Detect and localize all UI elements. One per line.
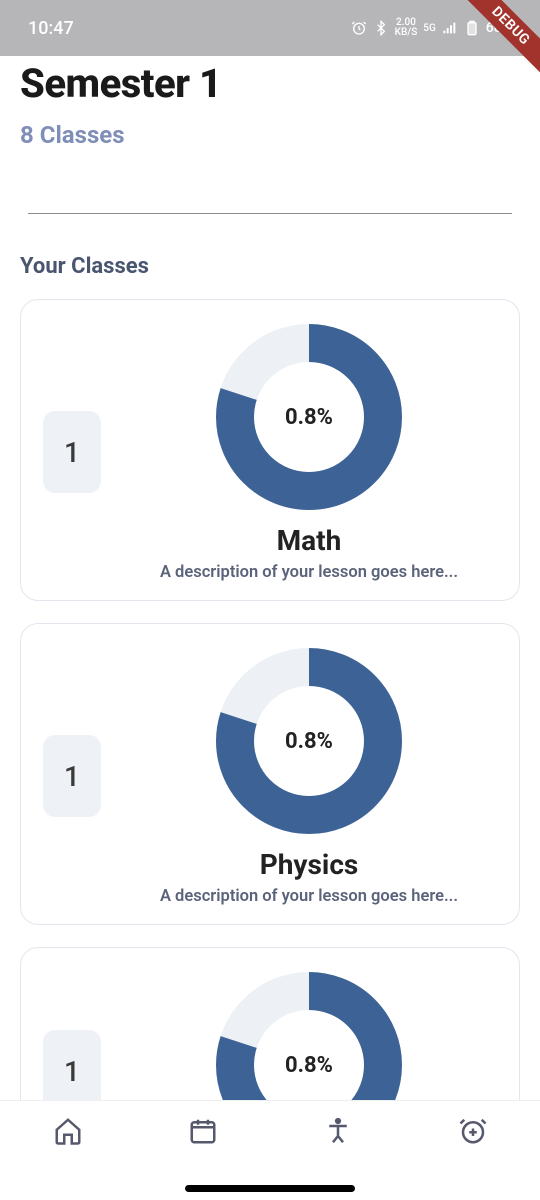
progress-ring: 0.8% <box>214 646 404 836</box>
card-right: 0.8% Math A description of your lesson goe… <box>121 322 497 582</box>
nav-accessibility-button[interactable] <box>322 1115 354 1147</box>
class-name: Physics <box>260 848 359 881</box>
alarm-icon <box>351 20 367 36</box>
class-badge: 1 <box>43 735 101 817</box>
nav-home-button[interactable] <box>52 1115 84 1147</box>
class-desc: A description of your lesson goes here..… <box>160 563 458 582</box>
class-card[interactable]: 1 0.8% Physics A description of your lesson… <box>20 623 520 925</box>
card-left: 1 <box>43 646 101 906</box>
progress-label: 0.8% <box>214 646 404 836</box>
page-title: Semester 1 <box>20 60 520 107</box>
home-icon <box>53 1116 83 1146</box>
card-right: 0.8% Physics A description of your lesson … <box>121 646 497 906</box>
battery-icon <box>464 20 480 36</box>
class-badge: 1 <box>43 411 101 493</box>
status-net: 5G <box>423 23 436 34</box>
person-icon <box>323 1116 353 1146</box>
card-left: 1 <box>43 322 101 582</box>
bottom-nav <box>0 1100 540 1200</box>
progress-label: 0.8% <box>214 322 404 512</box>
bluetooth-icon <box>373 20 389 36</box>
progress-ring: 0.8% <box>214 322 404 512</box>
nav-add-alarm-button[interactable] <box>457 1115 489 1147</box>
status-speed: 2.00 KB/S <box>395 18 418 38</box>
page-subtitle: 8 Classes <box>20 121 520 149</box>
nav-calendar-button[interactable] <box>187 1115 219 1147</box>
status-time: 10:47 <box>28 18 74 39</box>
class-list: 1 0.8% Math A description of your lesson go… <box>20 299 520 1191</box>
content: Semester 1 8 Classes Your Classes 1 0.8% M… <box>0 56 540 1191</box>
nav-indicator <box>185 1185 355 1192</box>
class-card[interactable]: 1 0.8% Math A description of your lesson go… <box>20 299 520 601</box>
add-alarm-icon <box>458 1116 488 1146</box>
class-desc: A description of your lesson goes here..… <box>160 887 458 906</box>
section-label: Your Classes <box>20 254 520 279</box>
signal-icon <box>442 20 458 36</box>
calendar-icon <box>188 1116 218 1146</box>
divider <box>28 213 512 214</box>
class-name: Math <box>277 524 342 557</box>
status-bar: 10:47 2.00 KB/S 5G 68% <box>0 0 540 56</box>
